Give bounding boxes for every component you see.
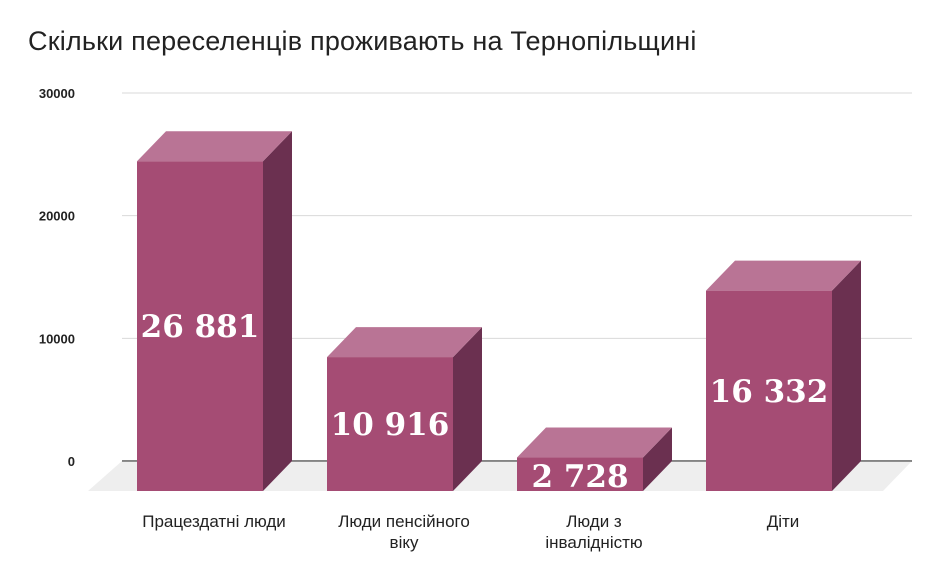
bar-side [643,427,672,491]
data-label: 26 881 [141,309,260,345]
bar-top [706,260,861,291]
x-tick-label: Працездатні люди [142,512,286,531]
y-tick-label: 20000 [39,209,75,224]
bar [517,457,643,491]
x-tick-label: Діти [767,512,800,531]
x-tick-label: Люди з [566,512,622,531]
bar-side [263,131,292,491]
bar-top [517,427,672,458]
bar [706,290,832,491]
data-label: 10 916 [331,407,450,443]
bar-side [453,327,482,491]
y-tick-label: 10000 [39,331,75,346]
bar-top [327,327,482,358]
y-tick-label: 30000 [39,86,75,101]
bar [137,161,263,491]
data-label: 16 332 [710,374,829,410]
data-label: 2 728 [531,459,628,495]
y-tick-label: 0 [68,454,75,469]
x-tick-label: Люди пенсійного [338,512,470,531]
bar-side [832,260,861,491]
chart-title: Скільки переселенців проживають на Терно… [28,26,697,56]
x-tick-label: інвалідністю [545,533,643,552]
bar [327,357,453,491]
x-tick-label: віку [390,533,419,552]
bar-top [137,131,292,162]
